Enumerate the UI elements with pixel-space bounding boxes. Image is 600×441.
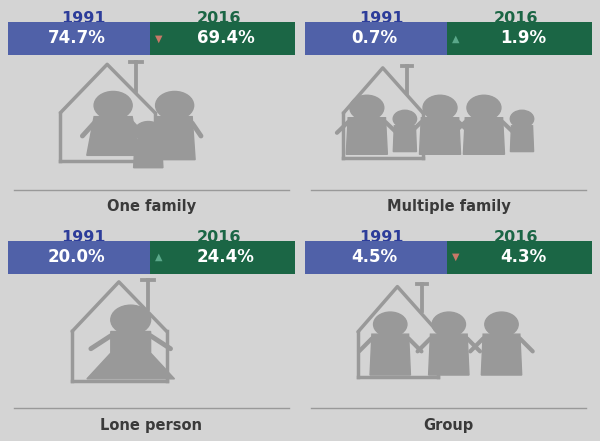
Circle shape bbox=[374, 312, 407, 336]
Polygon shape bbox=[428, 334, 469, 375]
Circle shape bbox=[111, 305, 151, 334]
Text: 24.4%: 24.4% bbox=[197, 248, 255, 266]
Polygon shape bbox=[511, 126, 533, 152]
Text: 2016: 2016 bbox=[196, 230, 241, 245]
Text: 1991: 1991 bbox=[62, 11, 106, 26]
Text: 74.7%: 74.7% bbox=[47, 30, 106, 48]
Polygon shape bbox=[419, 118, 461, 154]
Bar bbox=[150, 240, 295, 274]
Circle shape bbox=[155, 91, 194, 120]
Text: 1991: 1991 bbox=[359, 11, 404, 26]
Circle shape bbox=[485, 312, 518, 336]
Circle shape bbox=[467, 95, 501, 120]
Text: ▼: ▼ bbox=[452, 252, 460, 262]
Text: 2016: 2016 bbox=[196, 11, 241, 26]
Text: 1.9%: 1.9% bbox=[500, 30, 547, 48]
Polygon shape bbox=[87, 332, 175, 379]
Bar bbox=[305, 240, 448, 274]
Text: 20.0%: 20.0% bbox=[48, 248, 106, 266]
Text: ▲: ▲ bbox=[452, 34, 460, 44]
Bar bbox=[150, 22, 295, 55]
Bar bbox=[448, 22, 592, 55]
Bar bbox=[8, 22, 150, 55]
Text: 1991: 1991 bbox=[359, 230, 404, 245]
Circle shape bbox=[94, 91, 132, 120]
Text: Multiple family: Multiple family bbox=[387, 199, 511, 214]
Circle shape bbox=[423, 95, 457, 120]
Text: 0.7%: 0.7% bbox=[351, 30, 397, 48]
Text: 69.4%: 69.4% bbox=[197, 30, 255, 48]
Text: Lone person: Lone person bbox=[100, 418, 202, 433]
Circle shape bbox=[134, 122, 162, 142]
Text: ▼: ▼ bbox=[155, 34, 162, 44]
Polygon shape bbox=[370, 334, 410, 375]
Text: One family: One family bbox=[107, 199, 196, 214]
Circle shape bbox=[432, 312, 466, 336]
Polygon shape bbox=[481, 334, 521, 375]
Bar bbox=[305, 22, 448, 55]
Polygon shape bbox=[393, 126, 416, 152]
Circle shape bbox=[393, 110, 416, 127]
Polygon shape bbox=[463, 118, 505, 154]
Text: 1991: 1991 bbox=[62, 230, 106, 245]
Polygon shape bbox=[134, 140, 163, 168]
Circle shape bbox=[510, 110, 534, 127]
Polygon shape bbox=[87, 116, 139, 155]
Polygon shape bbox=[154, 116, 195, 160]
Text: 4.5%: 4.5% bbox=[351, 248, 397, 266]
Circle shape bbox=[350, 95, 384, 120]
Text: 2016: 2016 bbox=[494, 11, 538, 26]
Bar bbox=[8, 240, 150, 274]
Bar bbox=[448, 240, 592, 274]
Text: 4.3%: 4.3% bbox=[500, 248, 547, 266]
Text: ▲: ▲ bbox=[155, 252, 162, 262]
Polygon shape bbox=[346, 118, 388, 154]
Text: 2016: 2016 bbox=[494, 230, 538, 245]
Text: Group: Group bbox=[424, 418, 474, 433]
